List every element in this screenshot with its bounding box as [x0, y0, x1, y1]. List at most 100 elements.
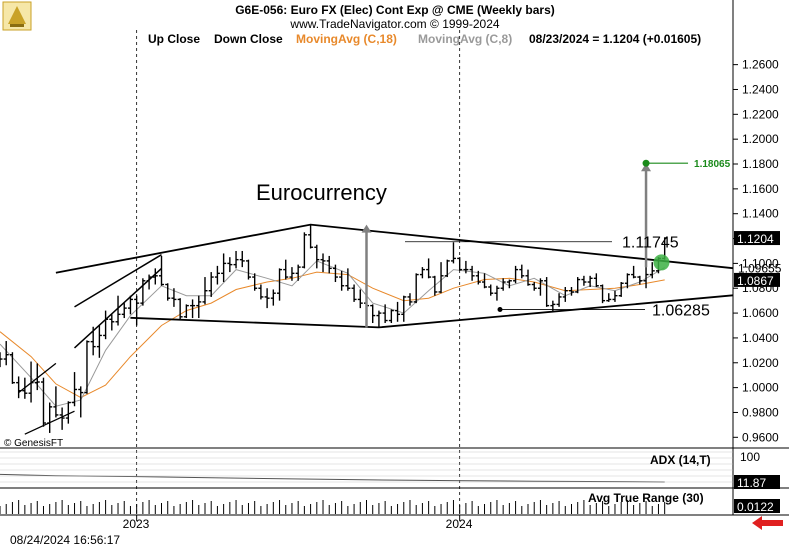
- ma18-line: [0, 271, 665, 399]
- ohlc-bar: [159, 255, 165, 286]
- support-dot: [497, 307, 503, 313]
- ohlc-bar: [320, 253, 326, 273]
- ohlc-bar: [53, 386, 59, 418]
- ohlc-bar: [624, 273, 630, 289]
- ohlc-bar: [258, 284, 264, 300]
- legend-up-close: Up Close: [148, 32, 200, 46]
- channel-upper-line: [74, 254, 162, 308]
- ohlc-bar: [233, 250, 239, 269]
- x-tick-label: 2024: [446, 517, 473, 531]
- ohlc-bar: [395, 301, 401, 322]
- triangle-lower-line: [130, 294, 734, 329]
- ohlc-bar: [152, 268, 158, 285]
- ohlc-bar: [600, 284, 606, 304]
- ohlc-bar: [177, 298, 183, 320]
- y-tick-label: 1.2200: [742, 107, 779, 121]
- ohlc-bar: [221, 253, 227, 283]
- atr-value: 0.0122: [737, 500, 774, 514]
- ohlc-bar: [339, 270, 345, 291]
- ohlc-bar: [121, 303, 127, 319]
- ohlc-bar: [140, 278, 146, 306]
- ohlc-bar: [556, 293, 562, 307]
- adx-value: 11.87: [737, 476, 766, 490]
- ohlc-bar: [631, 265, 637, 279]
- atr-panel: 0.0122: [0, 499, 780, 514]
- ohlc-bar: [357, 289, 363, 309]
- ohlc-bar: [531, 282, 537, 291]
- ohlc-bar: [78, 386, 84, 418]
- ohlc-bar: [72, 372, 78, 407]
- ohlc-bar: [370, 304, 376, 324]
- ohlc-bar: [581, 275, 587, 286]
- ohlc-bar: [587, 275, 593, 287]
- ohlc-bar: [618, 282, 624, 297]
- legend-quote: 08/23/2024 = 1.1204 (+0.01605): [529, 32, 701, 46]
- ohlc-bar: [3, 341, 9, 366]
- support-label: 1.06285: [652, 303, 710, 320]
- ohlc-bar: [643, 267, 649, 289]
- ohlc-bar: [426, 258, 432, 279]
- timestamp: 08/24/2024 16:56:17: [10, 533, 120, 547]
- y-tick-label: 1.2000: [742, 132, 779, 146]
- x-tick-label: 2023: [123, 517, 150, 531]
- legend-ma8: MovingAvg (C,8): [418, 32, 512, 46]
- ohlc-bar: [289, 267, 295, 281]
- ohlc-bar: [196, 295, 202, 319]
- ohlc-bar: [413, 273, 419, 304]
- measure-arrow-head: [641, 163, 652, 172]
- y-tick-label: 0.9600: [742, 430, 779, 444]
- y-tick-label: 1.0600: [742, 306, 779, 320]
- ohlc-bar: [438, 262, 444, 294]
- ohlc-bar: [264, 288, 270, 309]
- y-axis-ticks: 1.2600 1.2400 1.2200 1.2000 1.1800 1.1600 1.14…: [733, 58, 779, 444]
- atr-value-box: [734, 499, 780, 513]
- measure-arrow-head: [361, 224, 372, 233]
- adx-panel: 11.87: [0, 451, 780, 490]
- y-tick-label: 1.1800: [742, 157, 779, 171]
- ohlc-bar: [115, 295, 121, 326]
- ohlc-bar: [488, 284, 494, 296]
- ohlc-bar: [550, 300, 556, 312]
- ohlc-bar: [34, 363, 40, 391]
- ohlc-bar: [401, 295, 407, 322]
- ohlc-bar: [127, 295, 133, 315]
- ohlc-bar: [308, 224, 314, 249]
- ohlc-bar: [109, 314, 115, 331]
- adx-value-box: [734, 475, 780, 489]
- legend-down-close: Down Close: [214, 32, 283, 46]
- ohlc-bar: [295, 264, 301, 281]
- target-label: 1.18065: [694, 159, 731, 170]
- ohlc-bar: [171, 288, 177, 307]
- ohlc-bar: [326, 255, 332, 274]
- ohlc-bar: [252, 273, 258, 291]
- channel-lower-line: [73, 267, 163, 349]
- ohlc-bar: [301, 232, 307, 269]
- price-tag-box: [734, 272, 780, 287]
- y-tick-label: 1.2400: [742, 82, 779, 96]
- ohlc-bar: [351, 284, 357, 302]
- triangle-upper-line: [55, 223, 734, 274]
- ohlc-bar: [463, 260, 469, 274]
- atr-label: Avg True Range (30): [588, 491, 704, 505]
- small-channel-lower-line: [24, 410, 75, 435]
- ohlc-bar: [519, 264, 525, 279]
- ohlc-bar: [419, 267, 425, 279]
- ohlc-bar: [183, 304, 189, 319]
- ohlc-bar: [190, 299, 196, 319]
- price-tag-box: [734, 231, 780, 246]
- alert-arrow-icon[interactable]: [752, 516, 783, 530]
- ohlc-bar: [444, 259, 450, 278]
- y-tick-label: 1.0000: [742, 381, 779, 395]
- trendlines: [18, 223, 734, 435]
- resistance-label: 1.11745: [622, 235, 679, 252]
- adx-series-path: [0, 473, 665, 483]
- price-tag-label: 1.09655: [738, 262, 782, 276]
- ohlc-bar: [9, 352, 15, 384]
- legend-ma18: MovingAvg (C,18): [296, 32, 397, 46]
- ohlc-bar: [407, 293, 413, 306]
- y-tick-label: 1.1000: [742, 256, 779, 270]
- ohlc-bar: [475, 270, 481, 285]
- small-channel-upper-line: [18, 362, 57, 394]
- y-tick-label: 1.0400: [742, 331, 779, 345]
